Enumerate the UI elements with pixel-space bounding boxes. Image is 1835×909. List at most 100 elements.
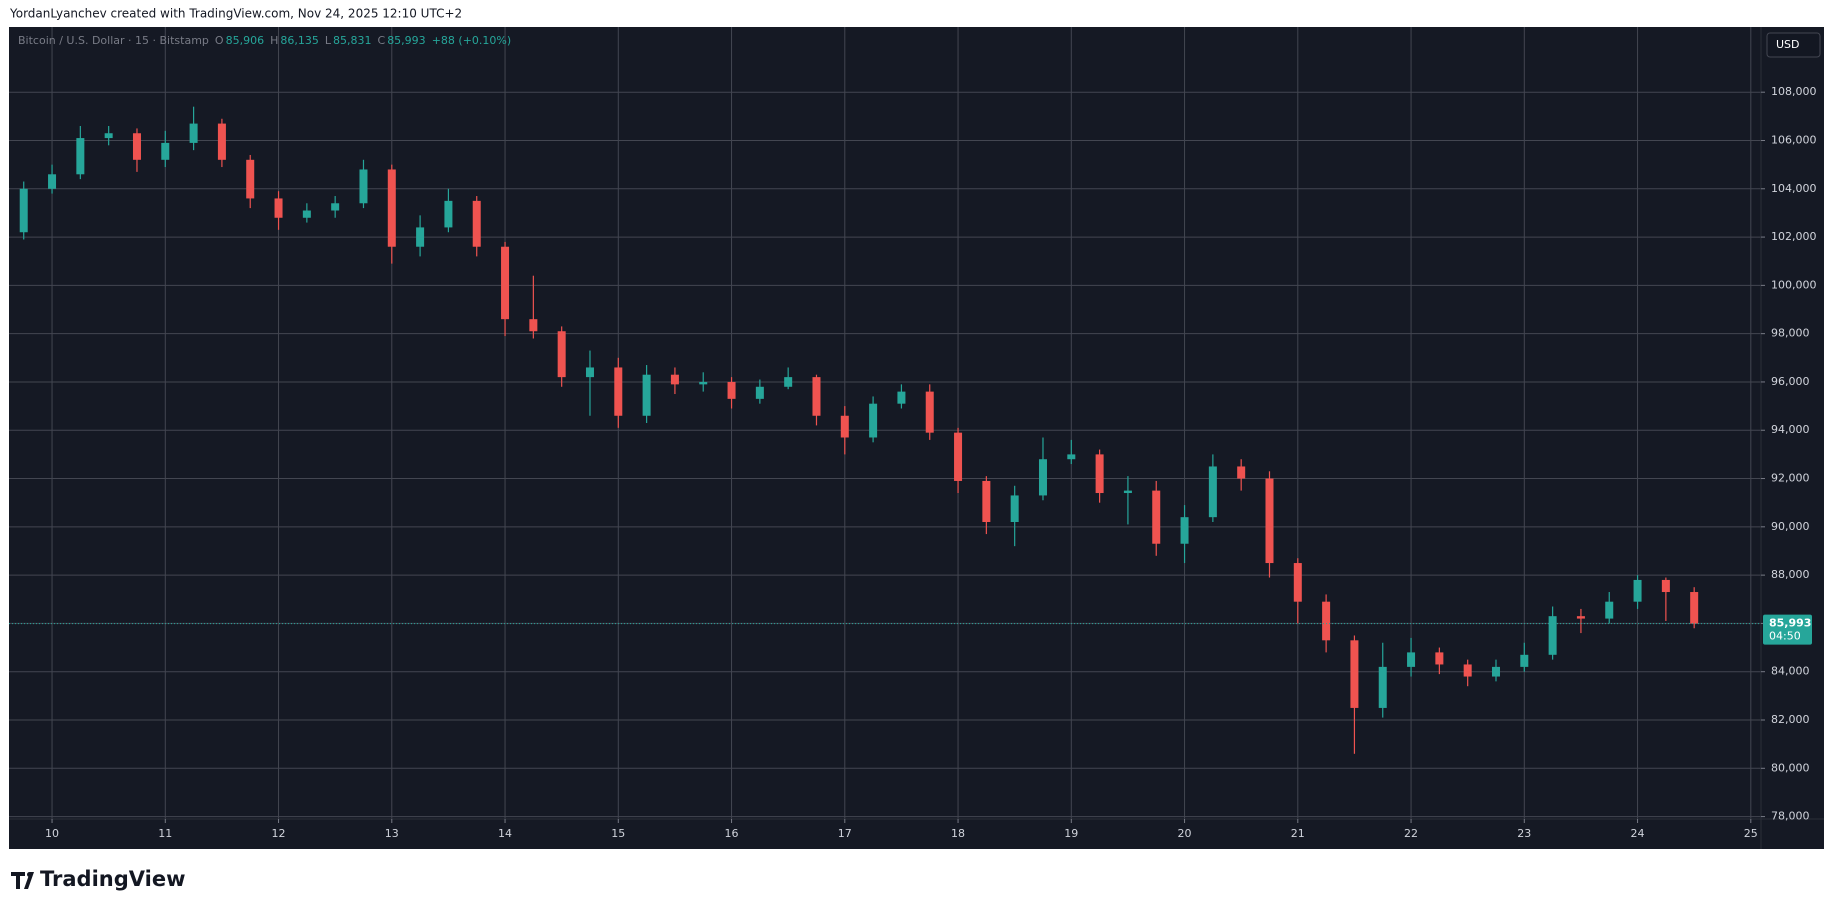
y-tick-label: 80,000 [1771,761,1810,774]
currency-button[interactable] [1766,32,1821,58]
candle-body [1435,652,1444,665]
candle-body [727,381,736,399]
candle-body [472,200,481,247]
candle-body [982,480,991,522]
candle-body [274,198,283,218]
candle-body [755,386,764,399]
legend-value: 85,906 [226,34,265,47]
y-tick-label: 82,000 [1771,713,1810,726]
candle-body [1350,640,1359,708]
legend-value: 85,993 [387,34,426,47]
candle-body [1491,666,1500,677]
candle-body [1463,664,1472,677]
x-tick-label: 14 [498,827,512,840]
y-tick-label: 92,000 [1771,472,1810,485]
candle-body [1152,490,1161,544]
y-tick-label: 100,000 [1771,278,1817,291]
candle-body [161,142,170,160]
candle-body [189,123,198,143]
legend-change: +88 (+0.10%) [432,34,511,47]
logo: TradingView [11,867,185,891]
x-tick-label: 19 [1064,827,1078,840]
x-tick-label: 22 [1404,827,1418,840]
candle-body [1067,454,1076,460]
candle-body [246,159,255,199]
candle-body [1661,579,1670,593]
x-tick-label: 17 [838,827,852,840]
candle-body [869,403,878,438]
candle-body [48,174,57,189]
y-tick-label: 104,000 [1771,182,1817,195]
legend-field: C [378,34,386,47]
candle-body [1208,466,1217,518]
last-price-label: 85,993 [1769,617,1811,630]
legend: Bitcoin / U.S. Dollar · 15 · Bitstamp O 85… [18,34,511,47]
y-tick-label: 106,000 [1771,133,1817,146]
x-tick-label: 15 [611,827,625,840]
brand-name: TradingView [40,867,185,891]
y-tick-label: 102,000 [1771,230,1817,243]
y-tick-label: 96,000 [1771,375,1810,388]
candle-body [19,188,28,233]
candle-body [1322,601,1331,641]
x-tick-label: 24 [1631,827,1645,840]
y-tick-label: 78,000 [1771,810,1810,823]
candle-body [699,381,708,385]
candle-body [1038,459,1047,496]
candle-body [1237,466,1246,479]
legend-value: 85,831 [333,34,372,47]
candle-body [812,377,821,416]
candle-body [954,432,963,481]
x-tick-label: 11 [158,827,172,840]
grid [9,27,1761,819]
x-tick-label: 20 [1178,827,1192,840]
candle-body [614,367,623,416]
legend-symbol: Bitcoin / U.S. Dollar · 15 · Bitstamp [18,34,209,47]
y-tick-label: 84,000 [1771,665,1810,678]
candle-body [784,377,793,387]
x-tick-label: 16 [725,827,739,840]
candle-body [1407,652,1416,667]
candle-body [444,200,453,228]
candle-body [359,169,368,204]
candle-body [529,319,538,332]
candle-body [387,169,396,247]
candle-body [1520,654,1529,667]
candle-body [76,138,85,175]
x-tick-label: 21 [1291,827,1305,840]
candle-body [1123,490,1132,494]
header-caption: YordanLyanchev created with TradingView.… [9,7,462,21]
candle-body [1180,517,1189,544]
legend-field: O [215,34,224,47]
y-tick-label: 108,000 [1771,85,1817,98]
candle-body [897,391,906,404]
currency-label: USD [1776,38,1800,51]
candle-body [670,374,679,385]
candle-body [1293,563,1302,602]
candle-body [217,123,226,160]
candle-body [501,246,510,320]
candle-body [557,331,566,378]
candle-body [104,133,113,139]
candle-body [840,415,849,438]
candle-body [1690,592,1699,624]
x-tick-label: 25 [1744,827,1758,840]
legend-value: 86,135 [280,34,319,47]
candle-body [1548,616,1557,655]
candle-body [1633,579,1642,602]
logo-icon [11,872,34,889]
candle-body [1010,495,1019,522]
logo-dot [27,872,32,877]
chart-background [9,27,1824,849]
countdown-label: 04:50 [1769,630,1801,643]
axes: 78,00080,00082,00084,00086,00088,00090,0… [45,85,1816,840]
candle-body [302,210,311,218]
last-price-box [1763,614,1812,645]
y-tick-label: 88,000 [1771,568,1810,581]
legend-field: H [270,34,278,47]
candle-body [331,203,340,211]
candle-body [585,367,594,378]
candles [9,106,1761,754]
candle-body [1605,601,1614,619]
